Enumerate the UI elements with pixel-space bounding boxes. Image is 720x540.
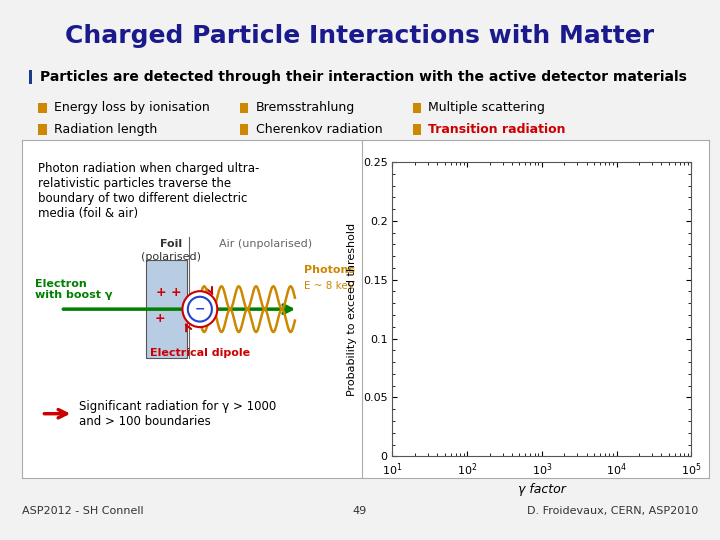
Text: Electron
with boost γ: Electron with boost γ — [35, 279, 112, 300]
Circle shape — [188, 297, 212, 321]
X-axis label: γ factor: γ factor — [518, 483, 566, 496]
Text: Multiple scattering: Multiple scattering — [428, 102, 545, 114]
Text: Particles are detected through their interaction with the active detector materi: Particles are detected through their int… — [40, 70, 686, 84]
Text: −: − — [194, 302, 205, 316]
Text: Transition radiation: Transition radiation — [428, 123, 566, 136]
Text: +: + — [155, 313, 166, 326]
Text: Charged Particle Interactions with Matter: Charged Particle Interactions with Matte… — [66, 24, 654, 48]
Text: Radiation length: Radiation length — [54, 123, 157, 136]
Text: Cherenkov radiation: Cherenkov radiation — [256, 123, 382, 136]
Text: Energy loss by ionisation: Energy loss by ionisation — [54, 102, 210, 114]
Text: + +: + + — [156, 286, 181, 299]
FancyBboxPatch shape — [146, 260, 187, 358]
Text: 49: 49 — [353, 505, 367, 516]
Text: Significant radiation for γ > 1000
and > 100 boundaries: Significant radiation for γ > 1000 and >… — [79, 400, 276, 428]
Text: Bremsstrahlung: Bremsstrahlung — [256, 102, 355, 114]
Text: Air (unpolarised): Air (unpolarised) — [219, 239, 312, 249]
Text: Foil: Foil — [161, 239, 182, 249]
Text: Photon radiation when charged ultra-
relativistic particles traverse the
boundar: Photon radiation when charged ultra- rel… — [38, 162, 260, 220]
Text: D. Froidevaux, CERN, ASP2010: D. Froidevaux, CERN, ASP2010 — [527, 505, 698, 516]
Text: (polarised): (polarised) — [141, 252, 202, 262]
Y-axis label: Probability to exceed threshold: Probability to exceed threshold — [347, 222, 357, 396]
Text: Electrical dipole: Electrical dipole — [150, 348, 250, 359]
Text: ASP2012 - SH Connell: ASP2012 - SH Connell — [22, 505, 143, 516]
Text: Photons: Photons — [305, 265, 356, 275]
Circle shape — [182, 291, 217, 327]
Text: E ~ 8 keV: E ~ 8 keV — [305, 281, 355, 291]
